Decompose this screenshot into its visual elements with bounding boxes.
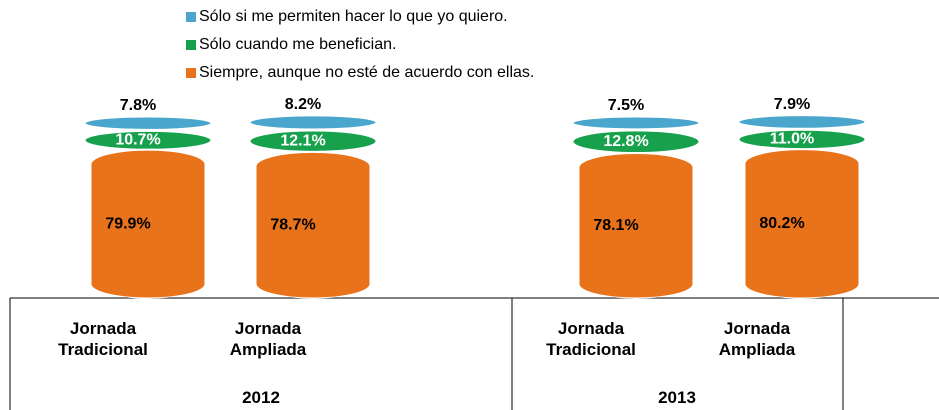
bar-segment [738, 115, 866, 129]
bar-segment [255, 151, 371, 299]
legend-label: Sólo si me permiten hacer lo que yo quie… [199, 8, 508, 25]
value-label: 12.1% [280, 132, 325, 149]
bar-segment [744, 149, 860, 299]
legend-label: Sólo cuando me benefician. [199, 36, 396, 53]
value-label: 7.9% [774, 96, 810, 113]
bar-segment [90, 149, 206, 299]
bar-segment [572, 116, 700, 130]
group-label: 2012 [242, 388, 280, 407]
value-label: 7.8% [120, 97, 156, 114]
x-tick-label: Jornada Ampliada [718, 319, 796, 359]
value-label: 11.0% [770, 131, 814, 148]
legend-swatch [186, 12, 196, 22]
legend-swatch [186, 68, 196, 78]
bar-segment [578, 153, 694, 299]
legend-label: Siempre, aunque no esté de acuerdo con e… [199, 64, 534, 81]
bar-segment [84, 130, 212, 150]
bar-segment [249, 115, 377, 130]
bar-segment [84, 116, 212, 130]
value-label: 8.2% [285, 96, 321, 113]
value-label: 10.7% [115, 132, 160, 149]
bar-segment [738, 129, 866, 150]
value-label: 78.7% [270, 216, 315, 233]
value-label: 80.2% [759, 215, 804, 232]
x-tick-label: Jornada Ampliada [229, 319, 307, 359]
value-label: 79.9% [105, 215, 150, 232]
bar-segment [249, 130, 377, 152]
x-tick-label: Jornada Tradicional [58, 319, 148, 359]
bar-segment [572, 130, 700, 154]
x-tick-label: Jornada Tradicional [546, 319, 636, 359]
group-label: 2013 [658, 388, 696, 407]
legend-swatch [186, 40, 196, 50]
value-label: 12.8% [603, 133, 648, 150]
value-label: 7.5% [608, 97, 644, 114]
value-label: 78.1% [593, 217, 638, 234]
